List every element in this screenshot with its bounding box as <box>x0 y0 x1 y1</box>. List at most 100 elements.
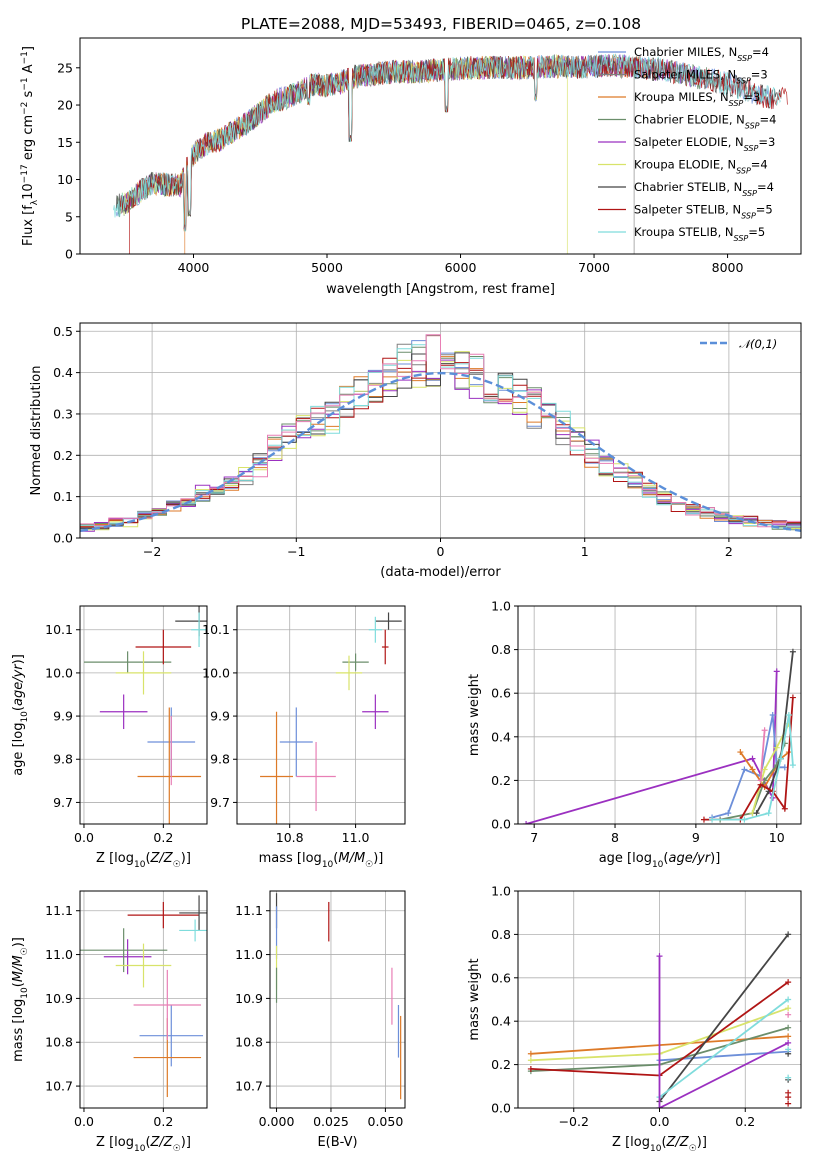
age_vs_Z-plot-area <box>83 606 207 824</box>
y-tick-label: 0.8 <box>491 642 511 657</box>
residuals-legend: 𝒩(0,1) <box>700 337 777 351</box>
y-tick-label: 10.1 <box>202 622 230 637</box>
errorbar-kroupa-stelib <box>191 612 207 648</box>
y-tick-label: 9.9 <box>210 709 230 724</box>
y-tick-label: 0.4 <box>491 1014 511 1029</box>
y-tick-label: 0.0 <box>491 1101 511 1116</box>
errorbar-salpeter-stelib <box>127 901 200 929</box>
y-axis-label: mass weight <box>467 674 482 756</box>
weight-marker <box>527 1050 534 1057</box>
y-tick-label: 20 <box>57 98 73 113</box>
y-tick-label: 15 <box>57 135 73 150</box>
weight-marker <box>785 712 792 718</box>
age_vs_Z-panel: 0.0 0.2 9.7 9.8 9.9 10.0 10.1 Z [log10(Z/Z☉)] ag… <box>11 605 208 870</box>
weight-marker-extra-pink <box>785 1011 792 1018</box>
mass_vs_ebv-plot-area <box>275 893 402 1100</box>
spectrum-line-kroupa-stelib <box>113 53 782 232</box>
weight-marker <box>785 1024 792 1031</box>
axes-frame <box>269 890 406 1109</box>
x-tick-label: 0.050 <box>368 1114 404 1129</box>
weight_vs_Z-panel: −0.2 0.0 0.2 0.0 0.2 0.4 0.6 0.8 1.0 Z [log10(Z/Z… <box>467 884 802 1154</box>
weight-marker <box>753 810 760 817</box>
x-tick-label: 0.2 <box>153 1114 173 1129</box>
y-tick-label: 10.9 <box>235 991 263 1006</box>
x-tick-label: 0.2 <box>735 1114 755 1129</box>
y-tick-label: 11.0 <box>45 947 73 962</box>
legend-entry-kroupa-elodie: Kroupa ELODIE, NSSP=4 <box>634 158 768 176</box>
weight-line-kroupa-stelib <box>709 712 796 823</box>
y-tick-label: 0.5 <box>53 324 73 339</box>
legend-entry-chabrier-stelib: Chabrier STELIB, NSSP=4 <box>634 180 774 198</box>
x-tick-label: 0.2 <box>153 830 173 845</box>
y-tick-label: 0.3 <box>53 406 73 421</box>
x-axis-label: E(B-V) <box>317 1135 357 1150</box>
weight-marker <box>773 744 780 751</box>
legend-entry-salpeter-miles: Salpeter MILES, NSSP=3 <box>634 68 768 86</box>
spectrum-panel: 4000 5000 6000 7000 8000 0 5 10 15 20 25 wavelength… <box>20 37 802 297</box>
legend-entry-chabrier-miles: Chabrier MILES, NSSP=4 <box>634 45 769 63</box>
y-tick-label: 10 <box>57 172 73 187</box>
weight-marker <box>527 1065 534 1072</box>
axes-frame <box>79 890 208 1109</box>
weight-marker <box>527 1057 534 1064</box>
y-tick-label: 11.0 <box>235 947 263 962</box>
y-tick-label: 10.8 <box>45 1035 73 1050</box>
mass_vs_Z-plot-area <box>80 895 207 1098</box>
weight_vs_age-panel: 7 8 9 10 0.0 0.2 0.4 0.6 0.8 1.0 age [log10(age/yr… <box>467 599 802 870</box>
legend-entry-salpeter-stelib: Salpeter STELIB, NSSP=5 <box>634 203 773 221</box>
y-tick-label: 0.2 <box>491 1057 511 1072</box>
weight-marker <box>757 777 764 784</box>
x-axis-label: Z [log10(Z/Z☉)] <box>96 1135 191 1154</box>
y-tick-label: 25 <box>57 60 73 75</box>
weight-marker <box>656 953 663 960</box>
x-tick-label: 5000 <box>311 260 343 275</box>
weight-marker <box>700 816 707 823</box>
x-tick-label: 2 <box>725 544 733 559</box>
errorbar-chabrier-miles <box>279 707 313 777</box>
weight-marker <box>785 979 792 986</box>
y-tick-label: 11.1 <box>235 903 263 918</box>
x-axis-label: (data-model)/error <box>380 565 501 580</box>
x-axis-label: wavelength [Angstrom, rest frame] <box>326 282 555 297</box>
y-tick-label: 0.4 <box>491 729 511 744</box>
x-tick-label: 9 <box>692 830 700 845</box>
y-tick-label: 10.8 <box>235 1035 263 1050</box>
y-tick-label: 0.0 <box>491 817 511 832</box>
y-tick-label: 9.9 <box>53 709 73 724</box>
weight-marker <box>765 810 772 817</box>
weight-marker <box>785 1033 792 1040</box>
x-tick-label: 7000 <box>578 260 610 275</box>
x-tick-label: 6000 <box>445 260 477 275</box>
x-tick-label: 1 <box>581 544 589 559</box>
x-axis-label: mass [log10(M/M☉)] <box>259 851 384 870</box>
axes-frame <box>517 605 802 825</box>
figure-title: PLATE=2088, MJD=53493, FIBERID=0465, z=0… <box>241 15 641 33</box>
weight-marker <box>709 816 716 823</box>
weight-marker <box>789 648 796 655</box>
weight-marker <box>749 755 756 762</box>
y-tick-label: 9.8 <box>53 752 73 767</box>
y-tick-label: 9.7 <box>210 795 230 810</box>
spectrum-line-kroupa-elodie <box>119 53 568 254</box>
weight-marker <box>773 668 780 675</box>
mass_vs_ebv-panel: 0.000 0.025 0.050 10.7 10.8 10.9 11.0 11.1 E(B-V… <box>235 890 406 1150</box>
errorbar-chabrier-miles <box>139 1004 204 1067</box>
legend-entry-salpeter-elodie: Salpeter ELODIE, NSSP=3 <box>634 135 775 153</box>
weight-marker-kroupa-stelib <box>785 1046 792 1081</box>
y-tick-label: 1.0 <box>491 884 511 899</box>
errorbar-kroupa-elodie <box>335 655 363 691</box>
y-tick-label: 10.1 <box>45 622 73 637</box>
histogram-extra-pink <box>80 334 801 538</box>
x-tick-label: 0.025 <box>313 1114 349 1129</box>
axes-frame <box>79 605 208 825</box>
y-tick-label: 0.6 <box>491 970 511 985</box>
legend-entry-kroupa-miles: Kroupa MILES, NSSP=3 <box>634 90 760 108</box>
weight-marker <box>789 694 796 701</box>
x-tick-label: 0.0 <box>74 830 94 845</box>
y-tick-label: 10.0 <box>45 665 73 680</box>
errorbar-kroupa-miles <box>260 711 293 824</box>
weight-marker <box>785 1005 792 1012</box>
residuals-panel: −2 −1 0 1 2 0.0 0.1 0.2 0.3 0.4 0.5 𝒩(0,1) (data-mod… <box>29 322 802 580</box>
y-tick-label: 11.1 <box>45 903 73 918</box>
